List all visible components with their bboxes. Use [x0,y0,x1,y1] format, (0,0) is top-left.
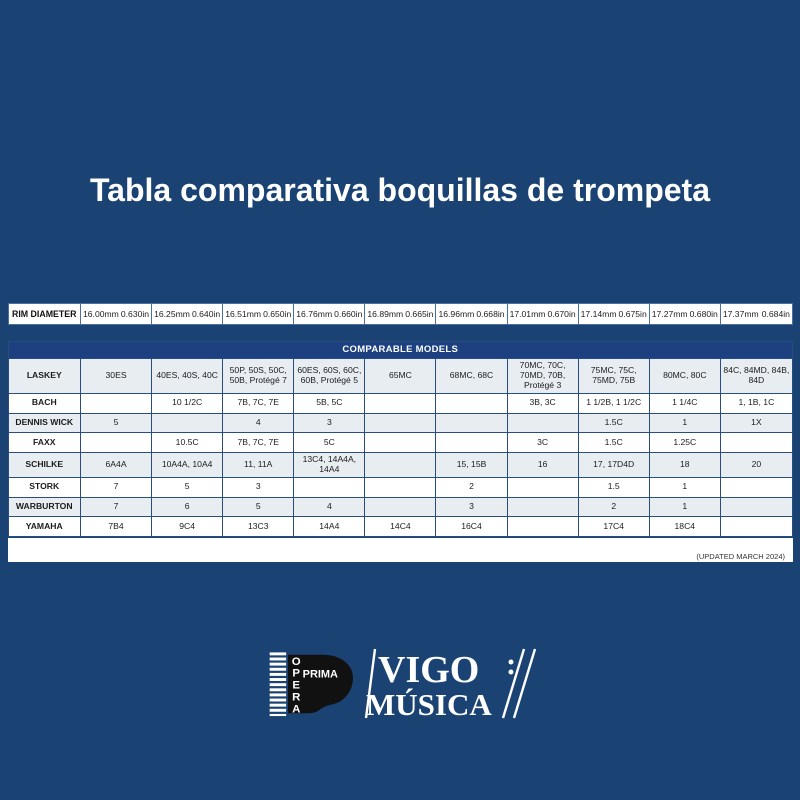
svg-text:O: O [292,656,301,668]
svg-text:R: R [292,691,301,703]
svg-text:PRIMA: PRIMA [303,669,338,681]
svg-text:VIGO: VIGO [378,649,479,691]
svg-text:E: E [292,680,300,692]
svg-text:MÚSICA: MÚSICA [366,687,492,720]
svg-text:A: A [292,703,300,715]
svg-text:P: P [292,668,300,680]
